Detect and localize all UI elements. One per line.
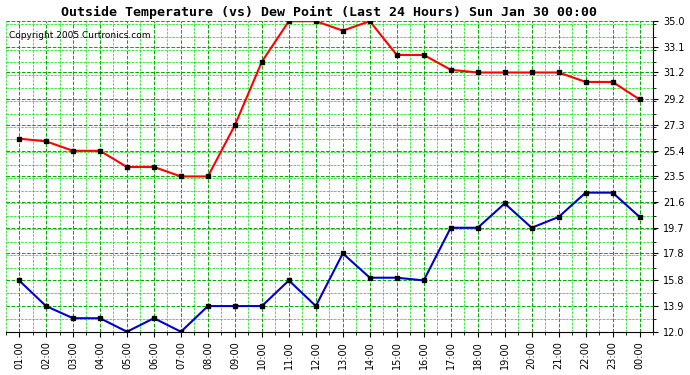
Title: Outside Temperature (vs) Dew Point (Last 24 Hours) Sun Jan 30 00:00: Outside Temperature (vs) Dew Point (Last… xyxy=(61,6,598,19)
Text: Copyright 2005 Curtronics.com: Copyright 2005 Curtronics.com xyxy=(9,30,150,39)
